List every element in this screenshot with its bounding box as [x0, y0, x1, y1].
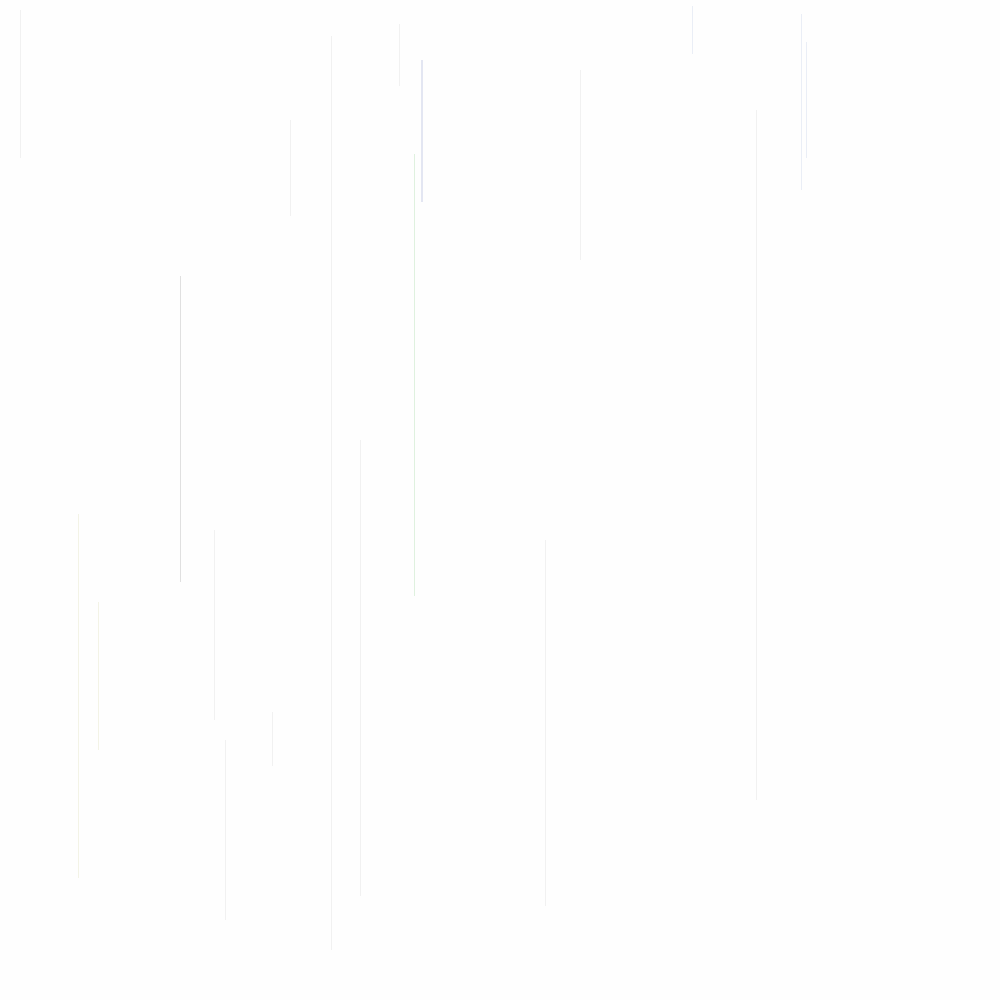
vertical-streak [98, 602, 99, 750]
vertical-streak [399, 24, 400, 86]
vertical-streak [692, 6, 693, 54]
vertical-streak [801, 14, 802, 190]
vertical-streak [580, 70, 581, 260]
vertical-streak [20, 10, 21, 158]
vertical-streak [545, 540, 546, 906]
vertical-streak [331, 36, 332, 950]
vertical-streak [78, 514, 79, 878]
vertical-streak [756, 110, 757, 800]
vertical-streak [214, 530, 215, 720]
vertical-streak [225, 740, 226, 920]
vertical-streak [414, 154, 415, 596]
vertical-streak [180, 276, 181, 582]
vertical-streak [360, 440, 361, 896]
vertical-streak [806, 42, 807, 158]
vertical-streak [290, 120, 291, 216]
vertical-streak [272, 712, 273, 766]
vertical-streak [421, 60, 423, 202]
